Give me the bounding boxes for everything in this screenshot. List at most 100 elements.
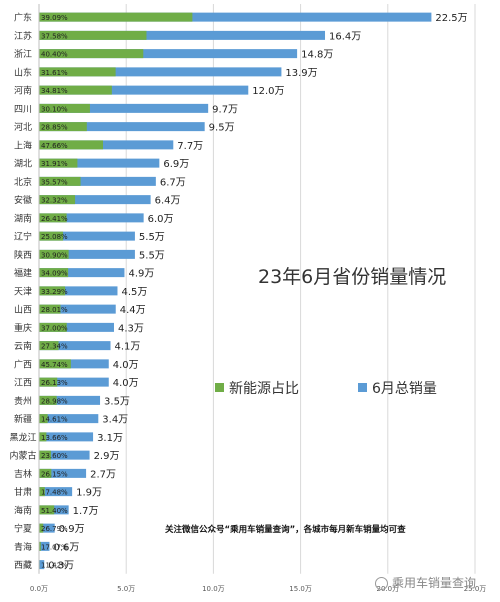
share-data-label: 25.08% <box>41 233 68 241</box>
bar-total-sales <box>39 30 326 40</box>
share-data-label: 26.41% <box>41 215 68 223</box>
bar-total-sales <box>39 140 174 150</box>
bar-total-sales <box>39 450 90 460</box>
category-label: 山东 <box>14 66 32 78</box>
category-label: 青海 <box>14 541 32 553</box>
bar-nev-share <box>39 231 64 241</box>
total-data-label: 13.9万 <box>285 68 317 79</box>
bar-total-sales <box>39 85 249 95</box>
bar-total-sales <box>39 176 156 186</box>
bar-total-sales <box>39 560 45 570</box>
category-label: 北京 <box>14 176 32 188</box>
category-label: 陕西 <box>14 249 32 261</box>
x-tick-label: 15.0万 <box>289 585 312 593</box>
bar-total-sales <box>39 322 114 332</box>
category-label: 湖南 <box>14 212 32 224</box>
share-data-label: 26.13% <box>41 379 68 387</box>
total-data-label: 12.0万 <box>252 86 284 97</box>
category-label: 新疆 <box>14 413 32 425</box>
total-data-label: 1.7万 <box>73 506 99 517</box>
total-data-label: 6.4万 <box>155 196 181 207</box>
share-data-label: 39.09% <box>41 14 68 22</box>
bar-total-sales <box>39 395 101 405</box>
bar-nev-share <box>39 30 147 40</box>
category-label: 天津 <box>14 286 32 297</box>
bar-nev-share <box>39 85 112 95</box>
bar-total-sales <box>39 249 135 259</box>
share-data-label: 14.61% <box>41 416 68 424</box>
share-data-label: 40.40% <box>41 51 68 59</box>
bar-nev-share <box>39 122 87 132</box>
bar-total-sales <box>39 67 282 77</box>
bar-nev-share <box>39 541 41 551</box>
total-data-label: 2.9万 <box>94 451 120 462</box>
category-label: 内蒙古 <box>9 450 36 462</box>
total-data-label: 14.8万 <box>301 50 333 61</box>
category-label: 湖北 <box>14 159 32 170</box>
bar-total-sales <box>39 103 209 113</box>
category-label: 甘肃 <box>14 486 32 498</box>
bar-total-sales <box>39 49 298 59</box>
share-data-label: 37.00% <box>41 324 68 332</box>
bar-nev-share <box>39 341 59 351</box>
legend-swatch-green <box>215 383 224 392</box>
total-data-label: 0.9万 <box>59 524 85 535</box>
legend-label-total-sales: 6月总销量 <box>372 381 437 397</box>
bar-nev-share <box>39 286 66 296</box>
legend-swatch-blue <box>358 383 367 392</box>
share-data-label: 33.29% <box>41 288 68 296</box>
category-label: 浙江 <box>14 48 32 60</box>
bar-total-sales <box>39 213 144 223</box>
bar-total-sales <box>39 195 151 205</box>
total-data-label: 0.6万 <box>53 542 79 553</box>
category-label: 广东 <box>14 12 32 24</box>
bar-nev-share <box>39 103 90 113</box>
category-label: 山西 <box>14 305 32 316</box>
bar-nev-share <box>39 468 52 478</box>
bar-nev-share <box>39 158 78 168</box>
bar-nev-share <box>39 304 61 314</box>
bar-total-sales <box>39 414 99 424</box>
bar-nev-share <box>39 140 104 150</box>
category-label: 江西 <box>14 378 32 389</box>
total-data-label: 2.7万 <box>90 469 116 480</box>
bar-total-sales <box>39 541 50 551</box>
bar-nev-share <box>39 414 48 424</box>
total-data-label: 4.9万 <box>128 269 154 280</box>
bar-total-sales <box>39 286 118 296</box>
share-data-label: 28.98% <box>41 397 68 405</box>
x-tick-label: 25.0万 <box>464 585 487 593</box>
share-data-label: 26.79% <box>41 525 68 533</box>
category-label: 西藏 <box>14 559 32 571</box>
total-data-label: 9.7万 <box>212 104 238 115</box>
category-label: 贵州 <box>14 395 32 407</box>
bar-nev-share <box>39 176 81 186</box>
bar-nev-share <box>39 49 144 59</box>
bar-nev-share <box>39 213 67 223</box>
total-data-label: 9.5万 <box>209 123 235 134</box>
share-data-label: 37.58% <box>41 32 68 40</box>
bar-total-sales <box>39 122 205 132</box>
bar-nev-share <box>39 395 57 405</box>
bar-nev-share <box>39 67 116 77</box>
x-tick-label: 0.0万 <box>30 585 48 593</box>
total-data-label: 1.9万 <box>76 488 102 499</box>
category-label: 云南 <box>14 340 32 352</box>
category-label: 吉林 <box>14 468 32 480</box>
bar-total-sales <box>39 432 94 442</box>
total-data-label: 22.5万 <box>435 13 467 24</box>
share-data-label: 17.48% <box>41 489 68 497</box>
legend-item-total-sales: 6月总销量 <box>358 378 437 398</box>
total-data-label: 4.4万 <box>120 305 146 316</box>
share-data-label: 34.81% <box>41 87 68 95</box>
share-data-label: 11.42% <box>41 562 68 570</box>
bar-nev-share <box>39 359 71 369</box>
brand-label: 乘用车销量查询 <box>392 576 477 590</box>
share-data-label: 47.66% <box>41 142 68 150</box>
share-data-label: 17.07% <box>41 543 68 551</box>
share-data-label: 34.09% <box>41 270 68 278</box>
category-label: 江苏 <box>14 30 32 42</box>
bar-nev-share <box>39 195 76 205</box>
bar-total-sales <box>39 341 111 351</box>
